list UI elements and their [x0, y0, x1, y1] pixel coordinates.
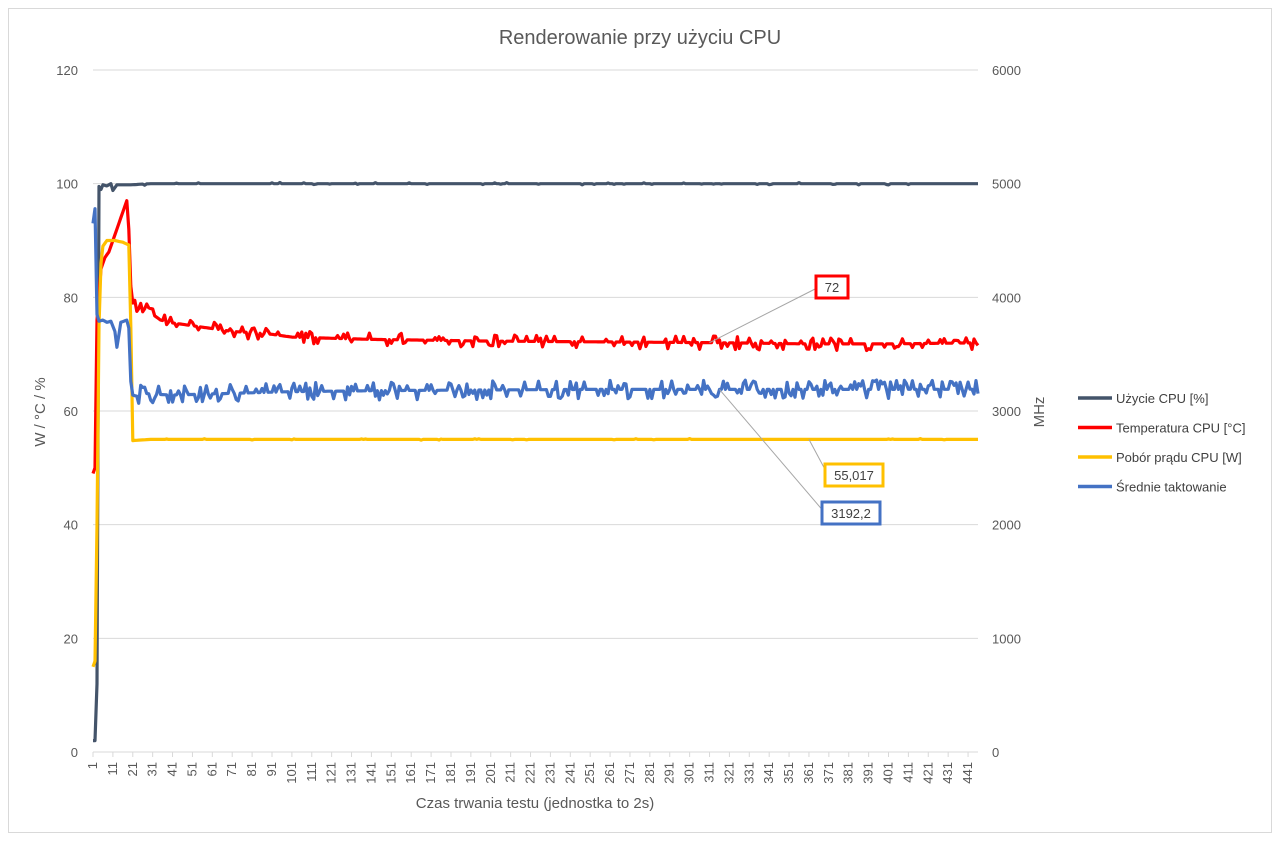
y2-axis-ticks: 0 1000 2000 3000 4000 5000 6000	[992, 63, 1021, 760]
legend-item-cpu-temperature: Temperatura CPU [°C]	[1116, 421, 1245, 436]
callout-label: 55,017	[834, 468, 874, 483]
callout-label: 72	[825, 280, 839, 295]
x-tick-label: 401	[881, 762, 896, 784]
x-tick-label: 361	[801, 762, 816, 784]
x-tick-label: 231	[542, 762, 557, 784]
x-tick-label: 131	[344, 762, 359, 784]
y-axis-ticks: 0 20 40 60 80 100 120	[56, 63, 78, 760]
x-axis-ticks: 1 11 21 31 41 51 61 71 81 91 101 111 121 131 141 151 161…	[85, 752, 975, 784]
x-tick-label: 291	[662, 762, 677, 784]
y2-axis-title: MHz	[1031, 397, 1048, 428]
x-tick-label: 211	[503, 762, 518, 783]
y2-tick-label: 2000	[992, 518, 1021, 533]
x-tick-label: 21	[125, 762, 140, 776]
x-tick-label: 321	[721, 762, 736, 784]
x-tick-label: 391	[861, 762, 876, 784]
x-tick-label: 371	[821, 762, 836, 784]
x-tick-label: 191	[463, 762, 478, 784]
x-tick-label: 241	[562, 762, 577, 784]
callout-box	[814, 274, 850, 300]
x-tick-label: 421	[920, 762, 935, 784]
x-tick-label: 31	[145, 762, 160, 776]
series-line-cpu-power	[91, 238, 978, 668]
y2-tick-label: 6000	[992, 63, 1021, 78]
x-tick-label: 381	[841, 762, 856, 784]
legend-item-cpu-usage: Użycie CPU [%]	[1116, 391, 1208, 406]
y-tick-label: 0	[71, 745, 78, 760]
x-tick-label: 261	[602, 762, 617, 784]
legend: Użycie CPU [%] Temperatura CPU [°C] Pobór …	[1078, 391, 1245, 495]
series-line-cpu-temperature	[91, 199, 980, 475]
x-tick-label: 181	[443, 762, 458, 784]
x-tick-label: 441	[960, 762, 975, 784]
x-tick-label: 71	[224, 762, 239, 776]
x-tick-label: 201	[483, 762, 498, 784]
callout-leader	[719, 389, 826, 514]
callout-box	[823, 462, 885, 488]
x-tick-label: 341	[761, 762, 776, 784]
callout-box	[820, 500, 882, 526]
x-tick-label: 271	[622, 762, 637, 784]
y-tick-label: 20	[64, 631, 78, 646]
data-callouts: 72 55,017 3192,2	[709, 274, 885, 526]
x-tick-label: 331	[741, 762, 756, 784]
x-tick-label: 411	[900, 762, 915, 783]
x-tick-label: 41	[165, 762, 180, 776]
legend-item-cpu-power: Pobór prądu CPU [W]	[1116, 450, 1242, 465]
x-tick-label: 431	[940, 762, 955, 784]
y-axis-title: W / °C / %	[32, 377, 49, 446]
series-lines	[91, 180, 980, 743]
x-tick-label: 301	[682, 762, 697, 784]
x-tick-label: 221	[523, 762, 538, 784]
x-tick-label: 161	[403, 762, 418, 784]
callout-leader	[709, 286, 820, 344]
legend-item-avg-clock: Średnie taktowanie	[1116, 480, 1227, 495]
x-tick-label: 281	[642, 762, 657, 784]
x-tick-label: 351	[781, 762, 796, 784]
y-tick-label: 80	[64, 290, 78, 305]
y2-tick-label: 4000	[992, 290, 1021, 305]
x-tick-label: 141	[363, 762, 378, 784]
x-tick-label: 51	[184, 762, 199, 776]
series-line-avg-clock	[91, 207, 980, 405]
x-tick-label: 121	[324, 762, 339, 784]
series-line-cpu-usage	[93, 180, 978, 743]
y2-tick-label: 3000	[992, 404, 1021, 419]
x-tick-label: 91	[264, 762, 279, 776]
x-tick-label: 111	[304, 762, 319, 782]
gridlines	[93, 69, 978, 639]
x-tick-label: 61	[204, 762, 219, 776]
x-axis-title: Czas trwania testu (jednostka to 2s)	[416, 795, 654, 812]
x-tick-label: 11	[105, 762, 120, 776]
x-tick-label: 101	[284, 762, 299, 784]
x-tick-label: 171	[423, 762, 438, 784]
y2-tick-label: 0	[992, 745, 999, 760]
y-tick-label: 60	[64, 404, 78, 419]
x-tick-label: 81	[244, 762, 259, 776]
x-tick-label: 311	[702, 762, 717, 783]
y-tick-label: 40	[64, 518, 78, 533]
x-tick-label: 151	[383, 762, 398, 784]
callout-label: 3192,2	[831, 506, 871, 521]
chart-frame	[8, 8, 1272, 833]
y2-tick-label: 5000	[992, 177, 1021, 192]
x-tick-label: 1	[85, 762, 100, 769]
y2-tick-label: 1000	[992, 631, 1021, 646]
x-tick-label: 251	[582, 762, 597, 784]
chart-title: Renderowanie przy użyciu CPU	[499, 27, 781, 49]
y-tick-label: 120	[56, 63, 78, 78]
y-tick-label: 100	[56, 177, 78, 192]
